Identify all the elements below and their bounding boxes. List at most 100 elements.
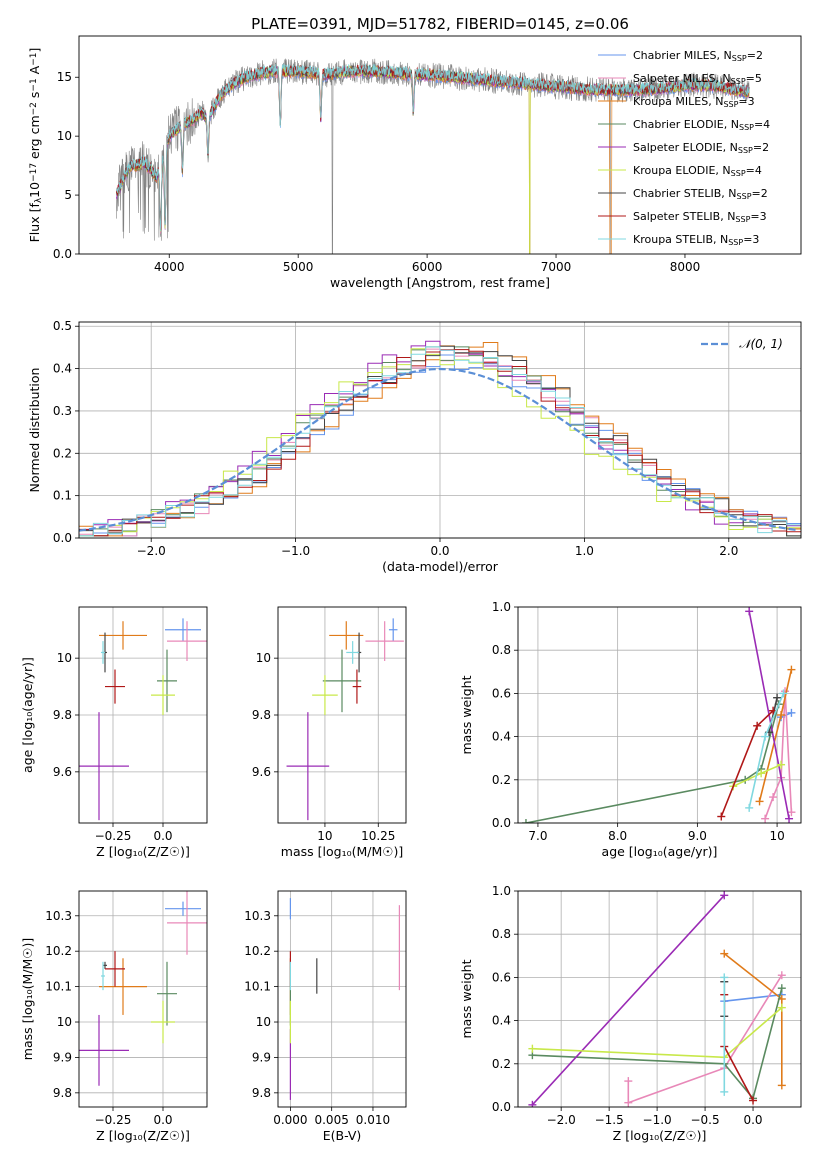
plus-marker [717, 812, 726, 821]
y-tick-label: 0.0 [53, 531, 72, 545]
mass-weight-series [531, 894, 725, 1106]
x-tick-label: −1.0 [281, 544, 310, 558]
legend-entry: Salpeter MILES, NSSP=5 [633, 72, 762, 86]
plus-marker [720, 891, 729, 900]
y-tick-label: 15 [57, 70, 72, 84]
y-tick-label: 0.1 [53, 489, 72, 503]
y-tick-label: 0.6 [492, 970, 511, 984]
plus-marker [624, 1098, 633, 1107]
axes-frame [78, 890, 208, 1108]
y-tick-label: 10 [57, 1015, 72, 1029]
x-tick-label: 5000 [283, 260, 314, 274]
x-axis-label: E(B-V) [323, 1128, 362, 1143]
y-tick-label: 0.2 [53, 446, 72, 460]
x-tick-label: −1.0 [643, 1113, 672, 1127]
errorbar-point [99, 621, 147, 650]
panel-mass-vs-Z: −0.25 0.0 9.8 9.9 10 10.1 10.2 10.3 Z [log₁₀(Z/Z… [20, 890, 208, 1143]
mass-weight-series [525, 703, 780, 823]
x-axis-label: Z [log₁₀(Z/Z☉)] [96, 844, 190, 859]
errorbar-point [79, 712, 129, 821]
errorbar-point [165, 618, 201, 642]
x-tick-label: 10.25 [361, 829, 395, 843]
y-tick-label: 10 [256, 1015, 271, 1029]
plus-marker [787, 808, 796, 817]
y-tick-label: 0.0 [492, 816, 511, 830]
errorbar-point [105, 669, 125, 704]
y-tick-label: 9.6 [252, 765, 271, 779]
errorbar-point [103, 961, 107, 969]
y-tick-label: 0.6 [492, 686, 511, 700]
plus-marker [624, 1077, 633, 1086]
y-tick-label: 0.4 [53, 362, 72, 376]
x-tick-label: 0.010 [356, 1113, 390, 1127]
figure-title: PLATE=0391, MJD=51782, FIBERID=0145, z=0… [251, 15, 629, 33]
x-tick-label: 7000 [541, 260, 572, 274]
y-tick-label: 0.8 [492, 927, 511, 941]
legend-entry: Kroupa STELIB, NSSP=3 [633, 233, 759, 247]
plus-marker [777, 1003, 786, 1012]
mass-weight-series [724, 993, 782, 1002]
plot-area [528, 891, 786, 1107]
y-tick-label: 10 [57, 651, 72, 665]
y-tick-label: 0.5 [53, 319, 72, 333]
x-tick-label: 0.005 [314, 1113, 348, 1127]
y-tick-label: 10.2 [244, 944, 271, 958]
x-axis-label: Z [log₁₀(Z/Z☉)] [96, 1128, 190, 1143]
y-tick-label: 9.9 [53, 1050, 72, 1064]
x-tick-label: 2.0 [719, 544, 738, 558]
histogram-series [79, 346, 801, 537]
plus-marker [761, 814, 770, 823]
y-tick-label: 0.8 [492, 643, 511, 657]
y-tick-label: 10.2 [45, 944, 72, 958]
panel-residuals: −2.0 −1.0 0.0 1.0 2.0 0.0 0.1 0.2 0.3 0.4 0.5 (data… [27, 319, 802, 574]
y-axis-label: mass weight [459, 675, 474, 754]
y-tick-label: 5 [64, 188, 72, 202]
x-tick-label: 0.000 [273, 1113, 307, 1127]
x-tick-label: 0.0 [153, 829, 172, 843]
plus-marker [769, 793, 778, 802]
plot-area [289, 898, 400, 1100]
y-tick-label: 9.8 [53, 1086, 72, 1100]
mass-weight-series [627, 974, 783, 1104]
errorbar-point [99, 958, 147, 1015]
y-tick-label: 0.2 [492, 773, 511, 787]
x-tick-label: 0.0 [153, 1113, 172, 1127]
plot-area [521, 607, 796, 823]
errorbar-point [157, 961, 177, 1026]
axes-frame [277, 606, 407, 824]
errorbar-point [312, 675, 338, 715]
mass-weight-series [768, 697, 778, 733]
errorbar-point [329, 621, 364, 650]
y-axis-label: age [log₁₀(age/yr)] [20, 657, 35, 773]
plot-area [116, 58, 750, 254]
x-tick-label: 9.0 [688, 829, 707, 843]
x-axis-label: wavelength [Angstrom, rest frame] [330, 275, 550, 290]
y-tick-label: 0.0 [53, 247, 72, 261]
plus-marker [779, 689, 788, 698]
plus-marker [720, 1087, 729, 1096]
x-tick-label: 1.0 [575, 544, 594, 558]
panel-mass-vs-EBV: 0.000 0.005 0.010 9.8 9.9 10 10.1 10.2 10.3 E(B-V… [244, 890, 407, 1143]
plus-marker [773, 693, 782, 702]
errorbar-point [365, 621, 404, 661]
errorbar-point [388, 618, 398, 642]
mass-weight-series [723, 994, 754, 1101]
plus-marker [777, 760, 786, 769]
y-tick-label: 10 [256, 651, 271, 665]
y-tick-label: 1.0 [492, 884, 511, 898]
x-tick-label: 8000 [670, 260, 701, 274]
x-axis-label: (data-model)/error [382, 559, 499, 574]
x-axis-label: mass [log₁₀(M/M☉)] [281, 844, 403, 859]
y-tick-label: 10.3 [45, 909, 72, 923]
axes-frame [78, 35, 802, 255]
panel-massweight-vs-Z: −2.0 −1.5 −1.0 −0.5 0.0 0.0 0.2 0.4 0.6 0.8 1.0 Z [… [459, 884, 802, 1143]
x-tick-label: −1.5 [595, 1113, 624, 1127]
x-tick-label: 4000 [154, 260, 185, 274]
y-axis-label: Flux [fλ10−17 erg cm−2 s−1 A−1] [27, 48, 44, 243]
plot-area [79, 340, 801, 537]
plus-marker [785, 814, 794, 823]
gaussian-reference-curve [79, 367, 799, 532]
errorbar-point [151, 1000, 175, 1044]
mass-weight-series [720, 710, 774, 817]
